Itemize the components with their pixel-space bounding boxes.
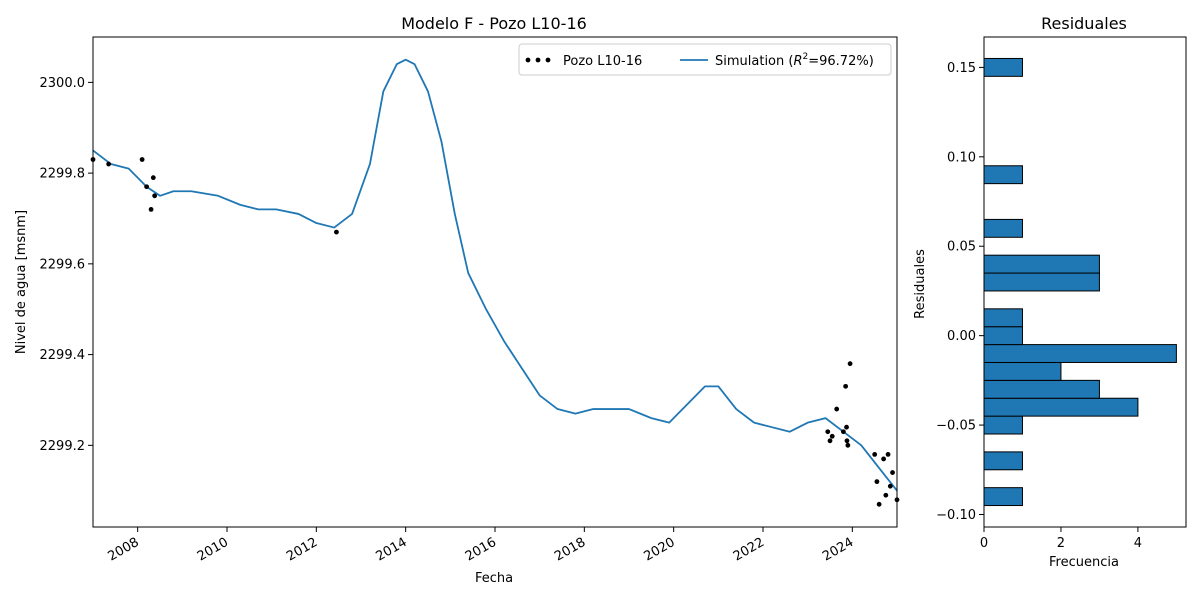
observation-point (334, 229, 339, 235)
observation-point (834, 406, 840, 412)
x-tick-label: 2010 (195, 535, 231, 565)
y-tick-label: 2299.6 (40, 257, 86, 272)
observation-point (106, 161, 112, 167)
residual-bar (983, 272, 1100, 292)
observation-point (139, 157, 145, 162)
hist-y-tick-label: −0.10 (936, 508, 976, 523)
x-tick-label: 2014 (374, 535, 410, 565)
y-tick-label: 2299.2 (40, 439, 86, 454)
hist-x-tick-label: 4 (1134, 536, 1142, 551)
residual-bar (983, 308, 1023, 328)
observation-point (843, 383, 849, 389)
observation-point (887, 483, 893, 489)
legend-scatter-marker (525, 57, 551, 63)
x-tick-label: 2018 (552, 535, 588, 565)
residual-bar (983, 415, 1023, 435)
main-chart: Modelo F - Pozo L10-16 2008 2010 2012 2014 2… (14, 14, 900, 586)
observation-point (890, 470, 895, 475)
residuals-y-axis: −0.10 −0.05 0.00 0.05 0.10 0.15 (936, 61, 984, 523)
main-plot-area (93, 37, 897, 527)
observation-point (847, 361, 853, 367)
observation-point (841, 429, 846, 435)
residual-bar (983, 344, 1177, 363)
hist-y-tick-label: 0.00 (947, 329, 976, 344)
observation-point (883, 492, 889, 498)
simulation-line (92, 58, 898, 492)
observation-point (844, 424, 849, 430)
hist-y-tick-label: 0.15 (947, 61, 976, 76)
legend-dot-2 (535, 57, 541, 63)
residuals-plot-frame (983, 36, 1187, 528)
x-tick-label: 2022 (731, 535, 767, 565)
hist-y-tick-label: 0.10 (947, 150, 976, 165)
observation-point (144, 184, 150, 190)
hist-y-tick-label: −0.05 (936, 419, 976, 434)
observation-point (152, 193, 158, 199)
residual-bar (983, 165, 1023, 185)
observation-point (825, 429, 831, 435)
y-tick-label: 2299.4 (40, 348, 86, 363)
residual-bar (983, 57, 1023, 77)
x-tick-label: 2016 (463, 535, 499, 565)
observation-point (876, 501, 882, 507)
residual-bar (983, 379, 1100, 399)
y-tick-label: 2299.8 (40, 167, 86, 182)
observation-point (150, 175, 156, 181)
main-legend: Pozo L10-16 Simulation (R2=96.72%) (518, 43, 892, 76)
observation-point (827, 438, 833, 444)
residuals-bars (983, 57, 1177, 507)
main-y-axis: 2299.2 2299.4 2299.6 2299.8 2300.0 (40, 76, 93, 454)
legend-dot-3 (545, 57, 551, 63)
residuals-x-axis-label: Frecuencia (1049, 555, 1119, 570)
observation-point (845, 442, 851, 448)
legend-dot-1 (525, 57, 531, 63)
main-chart-title: Modelo F - Pozo L10-16 (401, 14, 587, 33)
residual-bar (983, 361, 1062, 381)
observation-point (829, 433, 835, 439)
hist-x-tick-label: 2 (1057, 536, 1065, 551)
y-tick-label: 2300.0 (40, 76, 86, 91)
x-tick-label: 2024 (820, 535, 856, 565)
hist-y-tick-label: 0.05 (947, 240, 976, 255)
main-x-axis: 2008 2010 2012 2014 2016 2018 2020 2022 2024 (106, 527, 856, 565)
legend-label-observations: Pozo L10-16 (563, 54, 642, 69)
residual-bar (983, 451, 1023, 471)
observation-point (881, 456, 886, 462)
x-tick-label: 2008 (106, 535, 142, 565)
main-y-axis-label: Nivel de agua [msnm] (14, 210, 29, 354)
residuals-x-axis: 0 2 4 (980, 527, 1142, 551)
observation-point (844, 438, 850, 444)
residual-bar (983, 326, 1023, 346)
observation-point (874, 479, 880, 485)
legend-label-simulation: Simulation (R2=96.72%) (715, 52, 874, 69)
x-tick-label: 2020 (642, 535, 678, 565)
residual-bar (983, 397, 1139, 417)
main-x-axis-label: Fecha (475, 571, 513, 586)
residuals-chart: Residuales 0 2 4 −0.10 −0.05 0.00 0.05 0.10 0.1… (913, 14, 1187, 570)
x-tick-label: 2012 (284, 535, 320, 565)
residual-bar (983, 254, 1100, 274)
residual-bar (983, 218, 1023, 238)
main-plot-content (90, 58, 900, 507)
residuals-y-axis-label: Residuales (913, 249, 928, 319)
residuals-chart-title: Residuales (1041, 14, 1127, 33)
observation-point (872, 452, 878, 457)
observation-point (148, 207, 154, 212)
hist-x-tick-label: 0 (980, 536, 988, 551)
residual-bar (983, 487, 1023, 507)
observation-point (885, 452, 891, 457)
